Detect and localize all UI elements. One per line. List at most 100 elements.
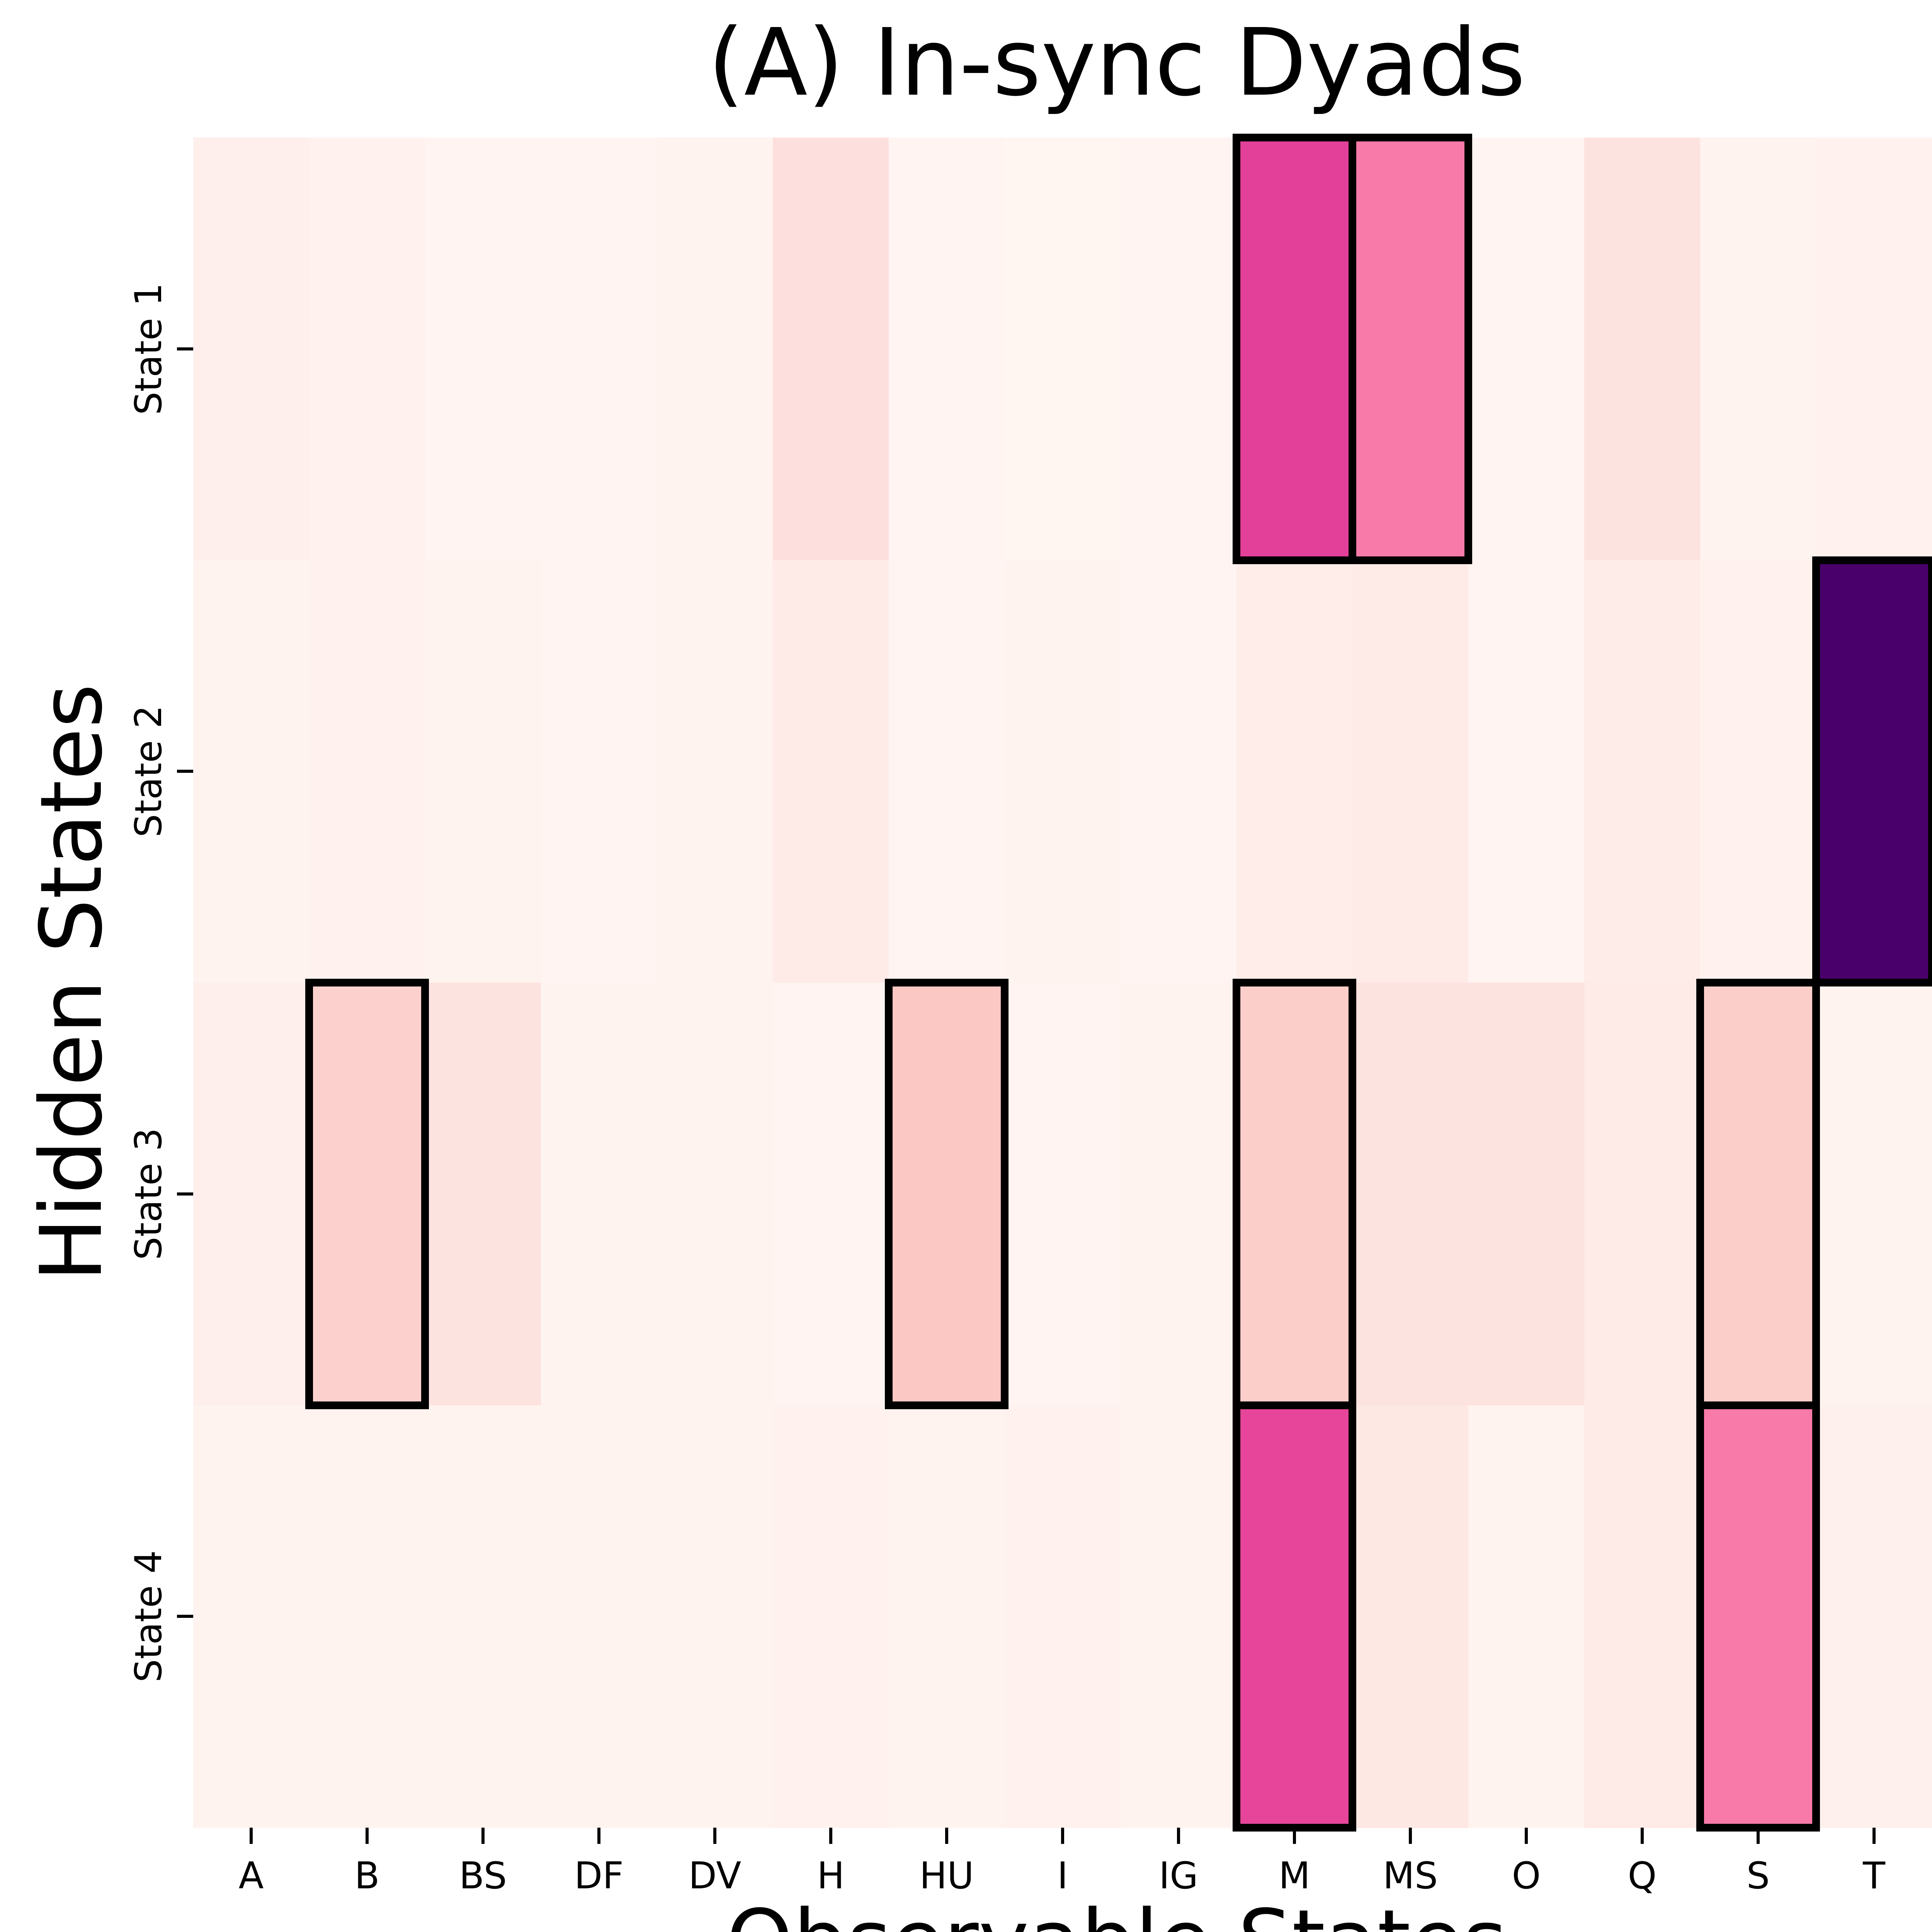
heatmap-cell — [889, 983, 1005, 1406]
heatmap-cell — [309, 1405, 425, 1828]
heatmap-plot — [193, 134, 1932, 1832]
heatmap-cell — [1700, 1405, 1816, 1828]
heatmap-cell — [541, 560, 657, 983]
x-tick-label: O — [1512, 1855, 1541, 1897]
heatmap-cell — [425, 1405, 541, 1828]
heatmap-cell — [1352, 1405, 1469, 1828]
x-tick-mark — [1872, 1828, 1876, 1844]
x-tick-label: BS — [459, 1855, 507, 1897]
highlight-border — [1696, 979, 1820, 1409]
y-tick-mark — [177, 770, 193, 773]
x-tick-mark — [1177, 1828, 1180, 1844]
y-axis-label: Hidden States — [22, 684, 121, 1282]
heatmap-cell — [1584, 983, 1701, 1406]
heatmap-cell — [1468, 983, 1585, 1406]
heatmap-cell — [541, 1405, 657, 1828]
heatmap-cell — [1121, 1405, 1237, 1828]
heatmap-cell — [889, 1405, 1005, 1828]
x-tick-mark — [1293, 1828, 1296, 1844]
heatmap-cell — [889, 138, 1005, 561]
highlight-border — [305, 979, 429, 1409]
x-tick-label: IG — [1159, 1855, 1198, 1897]
x-tick-mark — [366, 1828, 369, 1844]
heatmap-cell — [657, 560, 773, 983]
highlight-border — [1812, 556, 1932, 986]
heatmap-cell — [193, 138, 310, 561]
x-tick-label: MS — [1383, 1855, 1438, 1897]
heatmap-cell — [1584, 1405, 1701, 1828]
heatmap-cell — [773, 983, 889, 1406]
heatmap-cell — [1816, 138, 1932, 561]
heatmap-cell — [1236, 1405, 1353, 1828]
x-tick-label: B — [354, 1855, 380, 1897]
heatmap-cell — [1584, 138, 1701, 561]
heatmap-cell — [425, 138, 541, 561]
heatmap-cell — [193, 983, 310, 1406]
x-tick-label: A — [238, 1855, 264, 1897]
y-tick-label: State 2 — [128, 705, 170, 838]
x-tick-mark — [1525, 1828, 1528, 1844]
heatmap-cell — [309, 138, 425, 561]
heatmap-cell — [425, 983, 541, 1406]
x-tick-label: H — [817, 1855, 845, 1897]
x-tick-label: HU — [919, 1855, 974, 1897]
heatmap-cell — [541, 138, 657, 561]
x-tick-mark — [250, 1828, 253, 1844]
heatmap-cell — [1236, 138, 1353, 561]
heatmap-cell — [657, 138, 773, 561]
heatmap-cell — [1816, 983, 1932, 1406]
x-tick-label: T — [1862, 1855, 1886, 1897]
highlight-border — [1696, 1401, 1820, 1832]
x-tick-mark — [1409, 1828, 1412, 1844]
chart-title: (A) In-sync Dyads — [708, 9, 1526, 117]
x-tick-label: I — [1057, 1855, 1068, 1897]
highlight-border — [1233, 1401, 1356, 1832]
x-tick-label: M — [1279, 1855, 1310, 1897]
heatmap-cell — [1584, 560, 1701, 983]
highlight-border — [885, 979, 1009, 1409]
x-tick-mark — [945, 1828, 948, 1844]
heatmap-cell — [1352, 560, 1469, 983]
heatmap-cell — [1468, 560, 1585, 983]
heatmap-cell — [889, 560, 1005, 983]
heatmap-cell — [1700, 560, 1816, 983]
heatmap-cell — [193, 560, 310, 983]
heatmap-cell — [1468, 1405, 1585, 1828]
heatmap-cell — [1005, 560, 1121, 983]
x-tick-label: DF — [574, 1855, 624, 1897]
x-tick-label: Q — [1628, 1855, 1657, 1897]
y-tick-label: State 4 — [128, 1550, 170, 1683]
heatmap-cell — [657, 1405, 773, 1828]
heatmap-cell — [773, 138, 889, 561]
y-tick-label: State 1 — [128, 282, 170, 415]
heatmap-cell — [1352, 983, 1469, 1406]
heatmap-cell — [1816, 560, 1932, 983]
heatmap-cell — [1121, 560, 1237, 983]
heatmap-cell — [1700, 983, 1816, 1406]
heatmap-cell — [1005, 138, 1121, 561]
y-tick-mark — [177, 1192, 193, 1196]
heatmap-cell — [193, 1405, 310, 1828]
highlight-border — [1233, 979, 1356, 1409]
heatmap-cell — [1005, 1405, 1121, 1828]
heatmap-cell — [1121, 138, 1237, 561]
x-tick-mark — [713, 1828, 716, 1844]
heatmap-cell — [1700, 138, 1816, 561]
x-tick-mark — [481, 1828, 485, 1844]
x-tick-label: S — [1746, 1855, 1770, 1897]
heatmap-cell — [1236, 560, 1353, 983]
heatmap-cell — [541, 983, 657, 1406]
x-axis-label: Observable States — [726, 1891, 1507, 1932]
highlight-border — [1233, 134, 1356, 564]
y-tick-mark — [177, 347, 193, 350]
heatmap-cell — [773, 560, 889, 983]
highlight-border — [1349, 134, 1472, 564]
heatmap-cell — [1468, 138, 1585, 561]
x-tick-mark — [597, 1828, 600, 1844]
heatmap-cell — [1236, 983, 1353, 1406]
x-tick-mark — [1757, 1828, 1760, 1844]
heatmap-cell — [309, 560, 425, 983]
heatmap-cell — [1816, 1405, 1932, 1828]
heatmap-cell — [309, 983, 425, 1406]
